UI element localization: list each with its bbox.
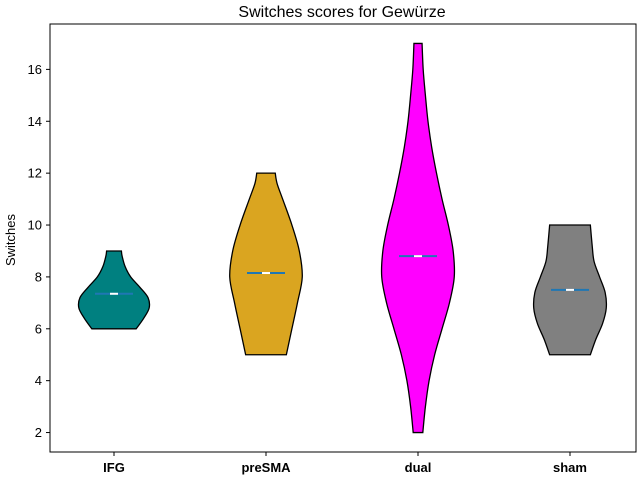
- violin-ifg: [77, 250, 151, 330]
- plot-frame: [49, 23, 637, 453]
- x-tick-label-presma: preSMA: [241, 460, 291, 475]
- violin-group: [77, 42, 608, 434]
- violin-presma: [229, 172, 303, 356]
- chart-title: Switches scores for Gewürze: [238, 4, 445, 21]
- violin-dual: [380, 42, 456, 434]
- x-tick-label-ifg: IFG: [103, 460, 125, 475]
- y-tick-label: 8: [35, 269, 42, 284]
- y-tick-label: 12: [28, 166, 42, 181]
- y-tick-label: 16: [28, 62, 42, 77]
- y-tick-label: 10: [28, 218, 42, 233]
- x-tick-label-sham: sham: [553, 460, 587, 475]
- y-tick-label: 6: [35, 321, 42, 336]
- y-tick-label: 4: [35, 373, 42, 388]
- y-tick-label: 2: [35, 425, 42, 440]
- y-axis: 2 4 6 8 10 12 14 16: [28, 62, 50, 440]
- x-tick-label-dual: dual: [405, 460, 432, 475]
- y-axis-label: Switches: [3, 213, 18, 266]
- x-axis: IFG preSMA dual sham: [103, 452, 587, 475]
- y-tick-label: 14: [28, 114, 42, 129]
